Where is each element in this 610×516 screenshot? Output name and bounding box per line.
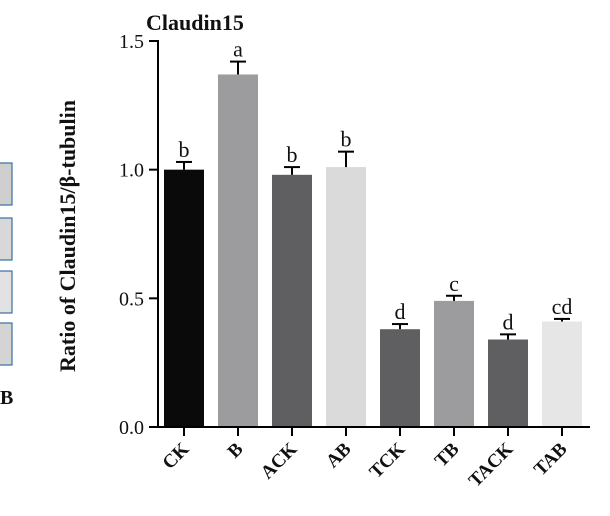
y-tick-label: 1.0 bbox=[119, 160, 144, 182]
blot-band-1 bbox=[0, 162, 13, 206]
y-tick-label: 0.0 bbox=[119, 417, 144, 439]
panel-letter: B bbox=[0, 387, 13, 409]
significance-label: d bbox=[395, 299, 406, 324]
significance-label: b bbox=[179, 137, 190, 162]
blot-band-4 bbox=[0, 322, 13, 366]
bar bbox=[488, 339, 528, 427]
bar bbox=[164, 169, 204, 427]
bar bbox=[326, 167, 366, 428]
y-axis-label: Ratio of Claudin15/β-tubulin bbox=[55, 100, 80, 372]
bar bbox=[218, 74, 258, 427]
bar bbox=[272, 174, 312, 427]
significance-label: b bbox=[341, 127, 352, 152]
significance-label: c bbox=[449, 271, 459, 296]
x-tick-label: B bbox=[224, 438, 248, 462]
significance-label: a bbox=[233, 37, 243, 62]
x-tick-label: ACK bbox=[257, 439, 302, 484]
bar bbox=[542, 321, 582, 427]
blot-band-3 bbox=[0, 270, 13, 314]
blot-fragment: B bbox=[0, 162, 13, 409]
y-tick-label: 1.5 bbox=[119, 31, 144, 53]
bar bbox=[380, 329, 420, 427]
significance-label: cd bbox=[552, 294, 573, 319]
y-axis: 0.0 0.5 1.0 1.5 bbox=[119, 31, 159, 439]
x-tick-label: TAB bbox=[530, 438, 572, 480]
significance-label: d bbox=[503, 309, 514, 334]
chart-title: Claudin15 bbox=[146, 10, 244, 35]
blot-band-2 bbox=[0, 217, 13, 261]
bar bbox=[434, 300, 474, 427]
x-tick-label: CK bbox=[159, 439, 194, 474]
x-axis: CK B ACK AB TCK TB TACK TAB bbox=[157, 426, 590, 492]
y-tick-label: 0.5 bbox=[119, 288, 144, 310]
x-tick-label: AB bbox=[322, 438, 356, 472]
significance-label: b bbox=[287, 142, 298, 167]
x-tick-label: TB bbox=[431, 438, 464, 471]
x-tick-label: TACK bbox=[465, 439, 518, 492]
x-tick-label: TCK bbox=[366, 439, 410, 483]
